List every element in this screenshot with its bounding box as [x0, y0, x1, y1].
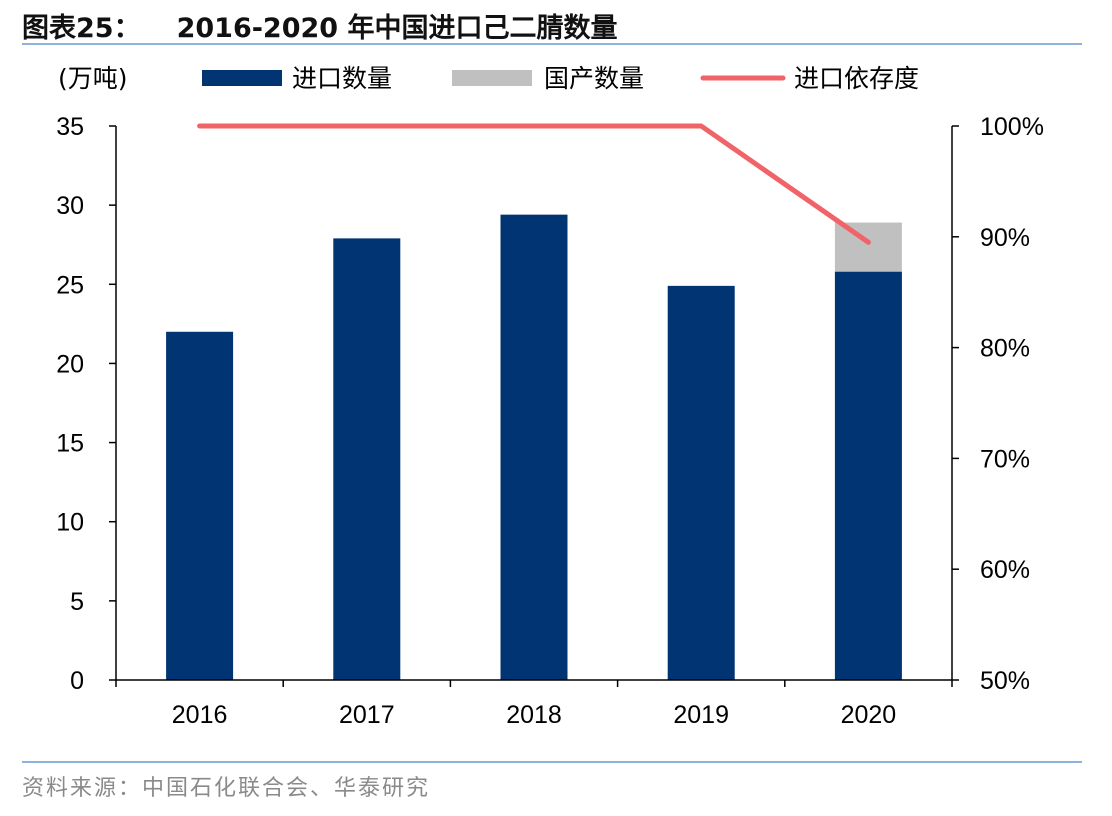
y-left-tick-label-10: 10: [56, 509, 84, 537]
y-right-tick-label-80%: 80%: [980, 335, 1030, 363]
x-tick-label-2019: 2019: [673, 701, 729, 729]
legend-label-dependence: 进口依存度: [794, 64, 919, 93]
y-left-tick-label-25: 25: [56, 271, 84, 299]
legend-label-import: 进口数量: [292, 64, 392, 93]
chart-title: 图表25： 2016-2020 年中国进口己二腈数量: [22, 6, 1082, 44]
chart-canvas: 0 5 10 15 20 25 30 35 50% 60% 70% 80% 90% 100% 2016 201…: [56, 64, 1044, 729]
y-left-unit-label: (万吨): [58, 64, 128, 93]
y-right-tick-label-60%: 60%: [980, 556, 1030, 584]
legend-swatch-import: [202, 70, 282, 86]
y-right-tick-label-50%: 50%: [980, 667, 1030, 695]
bar-import-2017: [333, 238, 401, 680]
legend-label-domestic: 国产数量: [544, 64, 644, 93]
y-left-tick-label-20: 20: [56, 350, 84, 378]
title-text: 2016-2020 年中国进口己二腈数量: [176, 12, 618, 44]
bar-import-2019: [667, 285, 735, 680]
y-left-tick-label-30: 30: [56, 192, 84, 220]
y-right-tick-label-70%: 70%: [980, 445, 1030, 473]
y-right-tick-label-90%: 90%: [980, 224, 1030, 252]
bar-import-2018: [500, 214, 568, 680]
y-left-tick-label-5: 5: [70, 588, 84, 616]
legend-swatch-domestic: [452, 70, 532, 86]
y-left-tick-label-0: 0: [70, 667, 84, 695]
title-divider: [22, 43, 1082, 45]
bar-import-2016: [166, 331, 234, 680]
x-tick-label-2018: 2018: [506, 701, 562, 729]
source-note: 资料来源：中国石化联合会、华泰研究: [22, 776, 431, 801]
x-tick-label-2020: 2020: [841, 701, 897, 729]
y-left-tick-label-15: 15: [56, 430, 84, 458]
x-tick-label-2017: 2017: [339, 701, 395, 729]
y-left-tick-label-35: 35: [56, 113, 84, 141]
y-right-tick-label-100%: 100%: [980, 113, 1044, 141]
source-divider: [22, 761, 1082, 763]
figure-label: 图表25：: [22, 12, 141, 44]
bar-import-2020: [834, 271, 902, 680]
x-tick-label-2016: 2016: [172, 701, 228, 729]
bar-domestic-2020: [834, 222, 902, 272]
